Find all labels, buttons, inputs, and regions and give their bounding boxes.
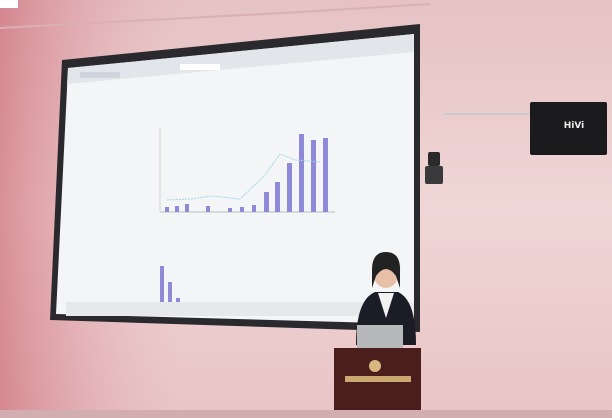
bar [175, 206, 179, 212]
bar [299, 134, 304, 212]
bar [311, 140, 316, 212]
loudspeaker [530, 102, 607, 155]
bar [160, 266, 164, 302]
bar [323, 138, 328, 212]
bar [228, 208, 232, 212]
laptop [357, 325, 403, 352]
screen-chart [159, 128, 335, 302]
bar [176, 298, 180, 302]
ceiling-light [0, 0, 18, 8]
speaker-brand: HiVi [564, 121, 585, 131]
bar [287, 163, 292, 212]
bracket [443, 113, 533, 115]
bar [264, 192, 269, 212]
bar [168, 282, 172, 302]
camera-mount [425, 166, 443, 184]
bar [275, 182, 280, 212]
camera [428, 152, 440, 166]
podium [334, 348, 421, 418]
presenter-hair [372, 252, 401, 288]
bar [240, 207, 244, 212]
podium-inscription [345, 376, 411, 382]
tab [180, 64, 220, 70]
bar [252, 205, 256, 212]
collar [378, 293, 394, 318]
ceiling-edge [0, 3, 431, 29]
bar [185, 204, 189, 212]
browser-tabs [67, 34, 414, 84]
podium-logo [369, 360, 381, 372]
line [166, 153, 321, 201]
screen [56, 34, 414, 324]
bar [206, 206, 210, 212]
taskbar [66, 302, 414, 316]
bar [165, 207, 169, 212]
tab [80, 72, 120, 78]
floor [0, 410, 612, 418]
